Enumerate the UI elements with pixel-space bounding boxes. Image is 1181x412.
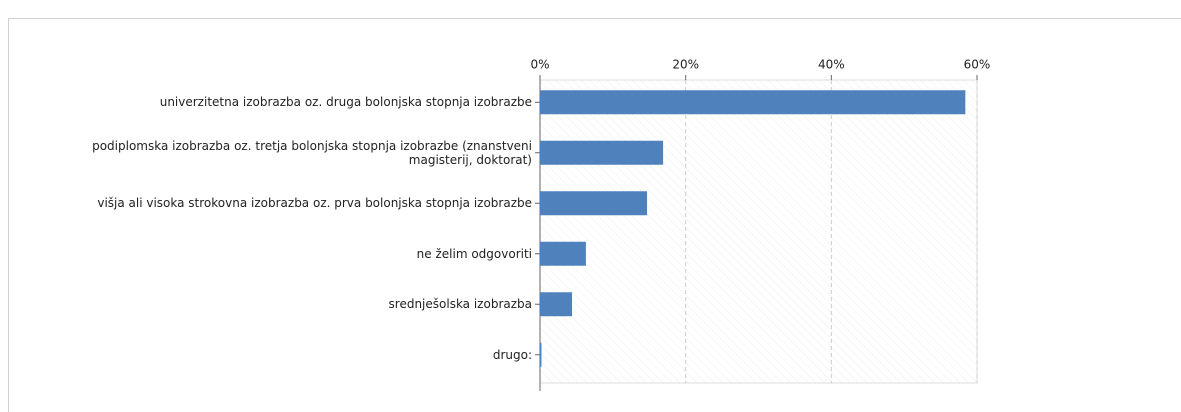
x-tick-label: 20% (672, 58, 699, 72)
category-label: ne želim odgovoriti (416, 246, 532, 261)
bar (540, 191, 648, 216)
category-label: univerzitetna izobrazba oz. druga bolonj… (159, 95, 532, 110)
category-label: višja ali visoka strokovna izobrazba oz.… (97, 196, 532, 211)
x-tick-label: 40% (818, 58, 845, 72)
category-label: drugo: (492, 347, 532, 362)
x-tick-label: 60% (964, 58, 991, 72)
bar (540, 140, 664, 165)
plot-area (539, 79, 978, 384)
bar (540, 292, 573, 317)
category-label: srednješolska izobrazba (388, 297, 532, 312)
bar (540, 342, 542, 367)
bar (540, 241, 586, 266)
x-tick-label: 0% (530, 58, 549, 72)
bar (540, 90, 966, 115)
category-label: podiplomska izobrazba oz. tretja bolonjs… (92, 138, 532, 167)
